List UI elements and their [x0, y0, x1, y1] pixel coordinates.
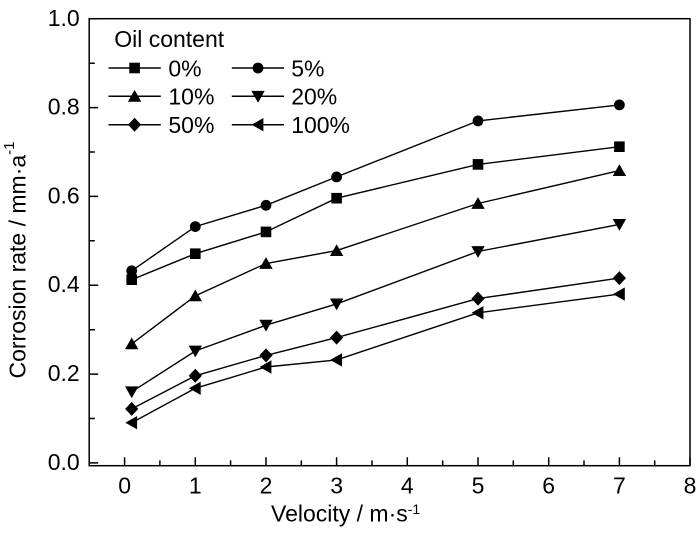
- svg-text:7: 7: [613, 473, 626, 499]
- svg-text:0.8: 0.8: [48, 94, 80, 120]
- svg-text:1.0: 1.0: [48, 5, 80, 31]
- svg-text:Velocity / m·s-1: Velocity / m·s-1: [271, 501, 420, 527]
- svg-text:100%: 100%: [291, 112, 350, 138]
- svg-text:10%: 10%: [168, 84, 214, 110]
- svg-text:2: 2: [260, 473, 273, 499]
- svg-text:5: 5: [472, 473, 485, 499]
- svg-text:0: 0: [118, 473, 131, 499]
- svg-text:4: 4: [401, 473, 414, 499]
- svg-text:6: 6: [542, 473, 555, 499]
- svg-text:0.6: 0.6: [48, 182, 80, 208]
- svg-text:8: 8: [684, 473, 697, 499]
- svg-text:0%: 0%: [168, 55, 201, 81]
- svg-text:3: 3: [330, 473, 343, 499]
- svg-text:20%: 20%: [291, 84, 337, 110]
- svg-text:5%: 5%: [291, 55, 324, 81]
- svg-text:Corrosion rate / mm·a-1: Corrosion rate / mm·a-1: [1, 141, 30, 378]
- svg-text:0.2: 0.2: [48, 360, 80, 386]
- svg-text:0.4: 0.4: [48, 271, 80, 297]
- svg-text:50%: 50%: [168, 112, 214, 138]
- svg-text:1: 1: [189, 473, 202, 499]
- svg-text:Oil content: Oil content: [114, 26, 225, 52]
- svg-text:0.0: 0.0: [48, 449, 80, 475]
